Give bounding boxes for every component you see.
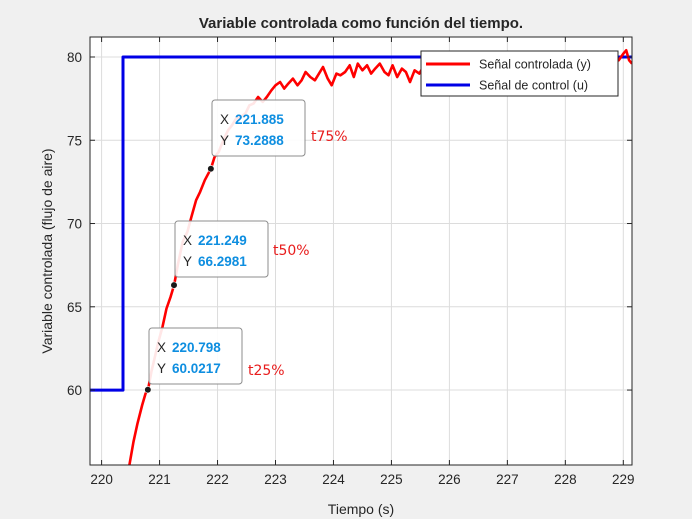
datatip-x-key: X	[220, 112, 229, 127]
y-tick-label: 65	[67, 300, 82, 315]
datatips: X 220.798 Y 60.0217 t25% X 221.249 Y 66.2981 t50%…	[144, 99, 348, 394]
chart-title: Variable controlada como función del tie…	[199, 15, 523, 32]
datatip-y-key: Y	[157, 361, 166, 376]
x-tick-label: 226	[438, 472, 461, 487]
series-control-u	[90, 55, 632, 392]
y-tick-label: 75	[67, 133, 82, 148]
x-tick-label: 225	[380, 472, 403, 487]
datatip-y-key: Y	[183, 254, 192, 269]
datatip-box	[174, 220, 269, 278]
y-axis-label: Variable controlada (flujo de aire)	[39, 148, 55, 353]
datatip-marker[interactable]	[207, 165, 215, 173]
datatip-y-value: 60.0217	[172, 361, 221, 376]
y-tick-label: 70	[67, 217, 82, 232]
legend[interactable]: Señal controlada (y) Señal de control (u…	[420, 50, 619, 97]
x-tick-label: 228	[554, 472, 577, 487]
legend-label-y: Señal controlada (y)	[479, 58, 591, 72]
datatip-y-value: 66.2981	[198, 254, 247, 269]
y-tick-label: 80	[67, 50, 82, 65]
x-tick-label: 227	[496, 472, 519, 487]
x-tick-label: 222	[206, 472, 229, 487]
x-tick-label: 229	[612, 472, 635, 487]
datatip-marker[interactable]	[170, 281, 178, 289]
datatip-x-value: 220.798	[172, 340, 221, 355]
x-tick-label: 220	[90, 472, 113, 487]
datatip-box	[148, 327, 243, 385]
ticks: 220 221 222 223 224 225 226 227 228 229 60 65 70 75 80	[67, 37, 635, 487]
plot-background	[90, 37, 632, 465]
datatip-annotation: t25%	[248, 363, 285, 379]
datatip-x-value: 221.885	[235, 112, 284, 127]
x-tick-label: 221	[148, 472, 171, 487]
datatip[interactable]: X 220.798 Y 60.0217 t25%	[144, 327, 285, 394]
datatip[interactable]: X 221.885 Y 73.2888 t75%	[207, 99, 348, 173]
datatip-x-value: 221.249	[198, 233, 247, 248]
datatip-x-key: X	[157, 340, 166, 355]
datatip-annotation: t75%	[311, 129, 348, 145]
datatip-y-value: 73.2888	[235, 133, 284, 148]
y-tick-label: 60	[67, 383, 82, 398]
x-axis-label: Tiempo (s)	[328, 501, 394, 517]
datatip-x-key: X	[183, 233, 192, 248]
legend-box	[420, 50, 619, 97]
plot-frame	[89, 36, 633, 466]
x-tick-label: 223	[264, 472, 287, 487]
grid	[90, 37, 632, 465]
datatip-box	[211, 99, 306, 157]
x-tick-label: 224	[322, 472, 345, 487]
datatip-y-key: Y	[220, 133, 229, 148]
datatip-annotation: t50%	[273, 243, 310, 259]
datatip-marker[interactable]	[144, 386, 152, 394]
legend-label-u: Señal de control (u)	[479, 79, 588, 93]
datatip[interactable]: X 221.249 Y 66.2981 t50%	[170, 220, 310, 289]
